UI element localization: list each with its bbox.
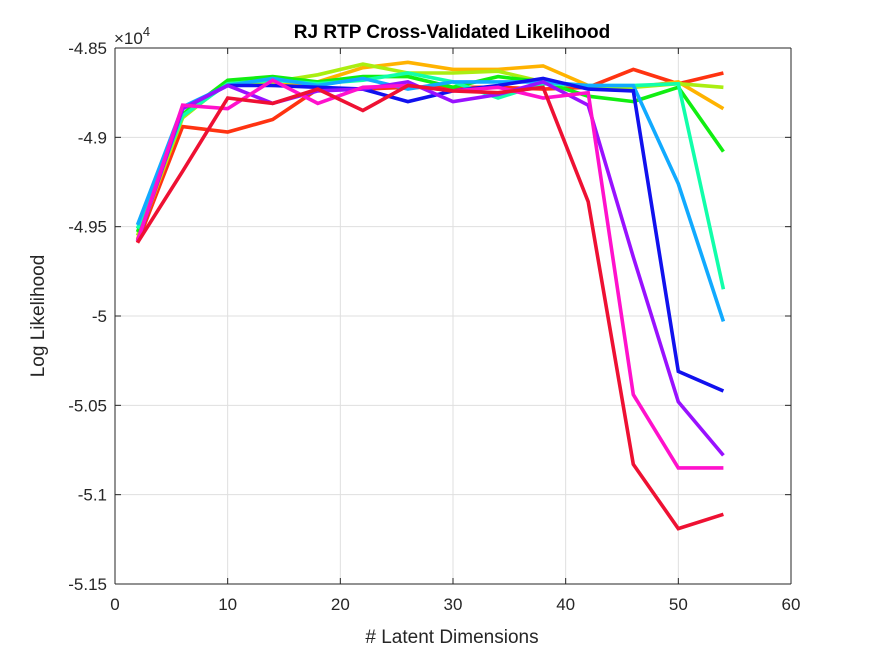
y-tick-label: -4.95: [68, 218, 107, 237]
y-tick-label: -5: [92, 307, 107, 326]
x-tick-label: 20: [331, 595, 350, 614]
y-tick-label: -5.1: [78, 486, 107, 505]
y-tick-label: -4.9: [78, 128, 107, 147]
chart-title: RJ RTP Cross-Validated Likelihood: [294, 22, 610, 43]
x-tick-label: 60: [782, 595, 801, 614]
y-exponent: ×104: [114, 24, 150, 48]
series-line-violet: [135, 79, 725, 457]
tick-labels: 0 10 20 30 40 50 60 -4.85 -4.9 -4.95 -5 -5.05 -5.1 -5…: [68, 39, 800, 614]
series-line-green: [135, 74, 725, 233]
x-tick-label: 50: [669, 595, 688, 614]
series-line-crimson: [135, 83, 724, 531]
y-exponent-power: 4: [143, 24, 150, 39]
y-tick-label: -5.15: [68, 575, 107, 594]
x-tick-label: 30: [444, 595, 463, 614]
x-tick-label: 40: [556, 595, 575, 614]
y-tick-label: -4.85: [68, 39, 107, 58]
axes: [114, 47, 792, 585]
series-line-blue: [135, 76, 725, 393]
y-exponent-base: ×10: [114, 29, 143, 48]
x-axis-label: # Latent Dimensions: [365, 627, 538, 648]
x-tick-label: 0: [110, 595, 119, 614]
y-axis-label: Log Likelihood: [28, 255, 49, 378]
x-tick-label: 10: [218, 595, 237, 614]
series-group: [135, 60, 726, 531]
y-tick-label: -5.05: [68, 396, 107, 415]
